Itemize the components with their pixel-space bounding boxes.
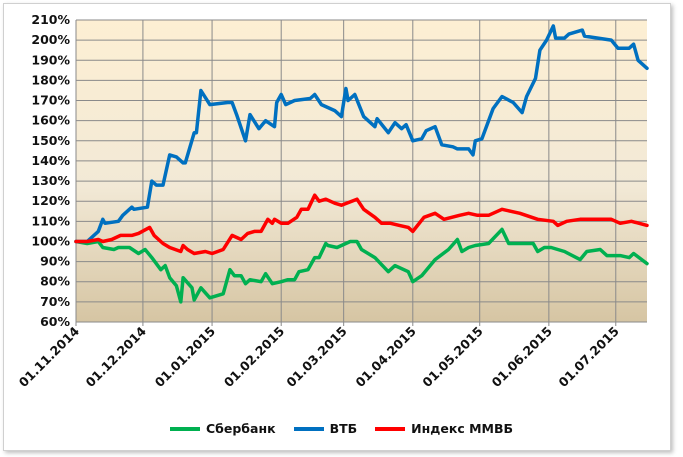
y-tick-label: 120% xyxy=(31,193,70,208)
legend-label: Сбербанк xyxy=(205,421,276,436)
x-tick-label: 01.07.2015 xyxy=(555,324,622,391)
y-tick-label: 80% xyxy=(40,274,70,289)
series-line-0 xyxy=(74,227,649,304)
y-tick-label: 90% xyxy=(40,254,70,269)
y-tick-label: 210% xyxy=(31,12,70,27)
y-tick-label: 160% xyxy=(31,113,70,128)
x-tick-label: 01.04.2015 xyxy=(352,324,419,391)
series-line-2 xyxy=(74,193,649,256)
y-tick-label: 60% xyxy=(40,314,70,329)
x-tick-label: 01.06.2015 xyxy=(488,324,555,391)
legend-item: Индекс ММВБ xyxy=(375,421,513,436)
legend-swatch xyxy=(375,426,406,431)
series-line-1 xyxy=(74,24,649,244)
x-tick-label: 01.05.2015 xyxy=(419,324,486,391)
y-tick-label: 110% xyxy=(31,213,70,228)
x-tick-label: 01.01.2015 xyxy=(152,324,219,391)
y-tick-label: 130% xyxy=(31,173,70,188)
plot-area xyxy=(76,20,647,322)
y-tick-label: 140% xyxy=(31,153,70,168)
y-tick-label: 170% xyxy=(31,93,70,108)
legend-label: Индекс ММВБ xyxy=(411,421,514,436)
legend-label: ВТБ xyxy=(329,421,358,436)
legend-swatch xyxy=(169,426,200,431)
legend-swatch xyxy=(293,426,324,431)
x-tick-label: 01.12.2014 xyxy=(83,323,150,390)
legend-item: ВТБ xyxy=(293,421,358,436)
y-tick-label: 100% xyxy=(31,233,70,248)
legend-item: Сбербанк xyxy=(169,421,276,436)
y-tick-label: 150% xyxy=(31,133,70,148)
y-tick-label: 70% xyxy=(40,294,70,309)
y-tick-label: 200% xyxy=(31,32,70,47)
y-tick-label: 180% xyxy=(31,72,70,87)
x-tick-label: 01.03.2015 xyxy=(283,324,350,391)
x-tick-label: 01.02.2015 xyxy=(221,324,288,391)
x-tick-label: 01.11.2014 xyxy=(16,323,83,390)
legend: Сбербанк ВТБ Индекс ММВБ xyxy=(0,421,683,436)
y-tick-label: 190% xyxy=(31,52,70,67)
